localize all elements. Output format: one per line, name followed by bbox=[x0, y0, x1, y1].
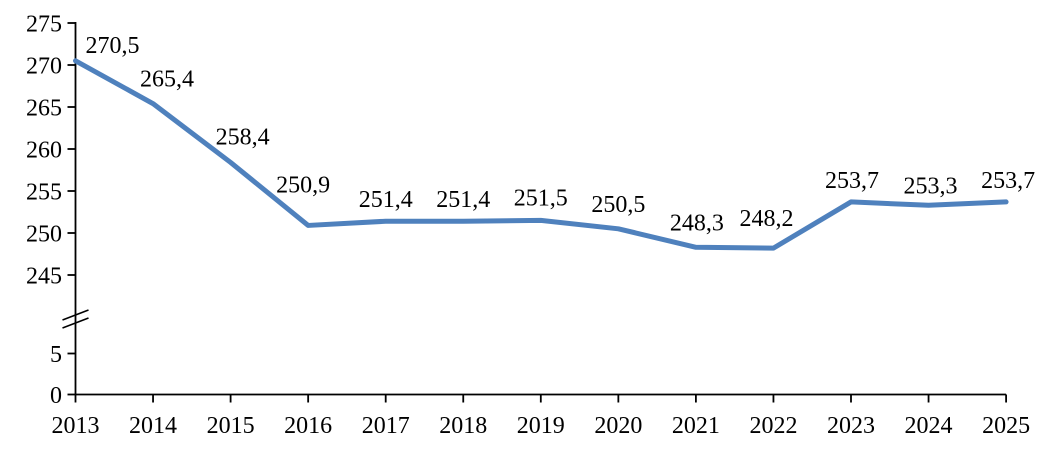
svg-text:251,4: 251,4 bbox=[436, 187, 490, 213]
svg-text:250: 250 bbox=[26, 222, 62, 248]
svg-text:253,7: 253,7 bbox=[981, 168, 1035, 194]
svg-text:2014: 2014 bbox=[129, 413, 177, 439]
svg-text:258,4: 258,4 bbox=[216, 124, 270, 150]
svg-text:275: 275 bbox=[26, 12, 62, 38]
svg-text:2024: 2024 bbox=[905, 413, 953, 439]
svg-text:265: 265 bbox=[26, 96, 62, 122]
svg-text:253,3: 253,3 bbox=[904, 173, 958, 199]
svg-text:2016: 2016 bbox=[284, 413, 332, 439]
svg-text:250,9: 250,9 bbox=[276, 172, 330, 198]
svg-text:245: 245 bbox=[26, 264, 62, 290]
svg-text:270,5: 270,5 bbox=[86, 33, 140, 59]
svg-text:2018: 2018 bbox=[439, 413, 487, 439]
svg-text:2020: 2020 bbox=[594, 413, 642, 439]
svg-text:248,3: 248,3 bbox=[670, 210, 724, 236]
svg-text:260: 260 bbox=[26, 138, 62, 164]
svg-text:2022: 2022 bbox=[749, 413, 797, 439]
svg-text:2025: 2025 bbox=[982, 413, 1030, 439]
svg-text:2019: 2019 bbox=[517, 413, 565, 439]
svg-text:2017: 2017 bbox=[362, 413, 410, 439]
svg-text:250,5: 250,5 bbox=[591, 192, 645, 218]
svg-text:2013: 2013 bbox=[52, 413, 100, 439]
svg-text:2023: 2023 bbox=[827, 413, 875, 439]
svg-text:5: 5 bbox=[50, 342, 62, 368]
svg-text:253,7: 253,7 bbox=[825, 168, 879, 194]
svg-text:248,2: 248,2 bbox=[739, 206, 793, 232]
svg-text:251,5: 251,5 bbox=[514, 185, 568, 211]
svg-text:251,4: 251,4 bbox=[359, 187, 413, 213]
svg-text:2015: 2015 bbox=[207, 413, 255, 439]
svg-text:2021: 2021 bbox=[672, 413, 720, 439]
svg-text:270: 270 bbox=[26, 54, 62, 80]
svg-text:255: 255 bbox=[26, 180, 62, 206]
svg-text:0: 0 bbox=[50, 383, 62, 409]
svg-text:265,4: 265,4 bbox=[140, 67, 194, 93]
